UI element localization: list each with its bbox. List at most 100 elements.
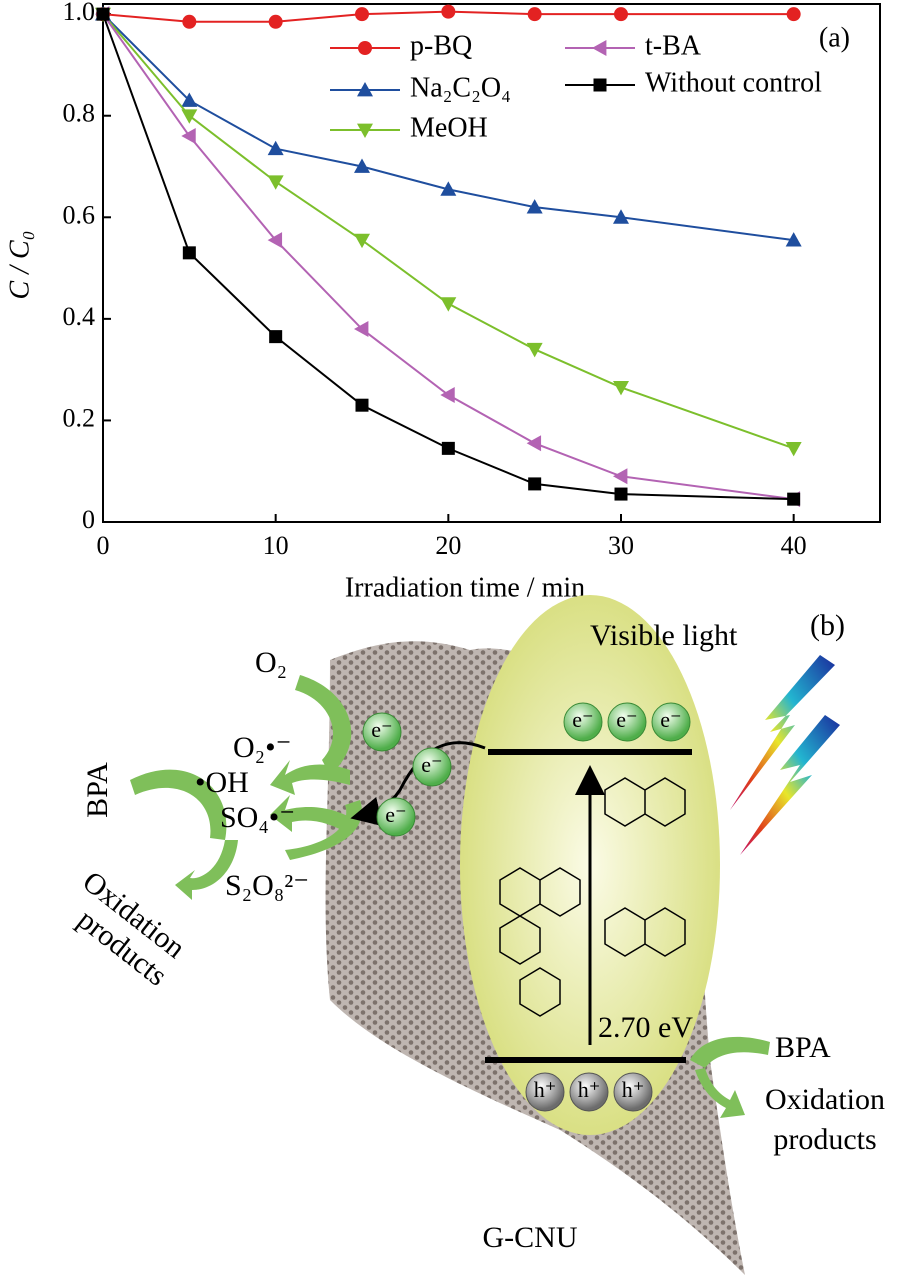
- point: [96, 7, 110, 21]
- electron-label: e⁻: [371, 717, 392, 742]
- electron: [651, 702, 691, 742]
- electron: [362, 712, 402, 752]
- point: [268, 14, 283, 29]
- point: [182, 14, 197, 29]
- point: [787, 492, 801, 506]
- hole-label: h⁺: [578, 1077, 601, 1102]
- x-tick-label: 20: [435, 531, 461, 560]
- y-tick-label: 0.2: [63, 403, 96, 432]
- species: BPA: [81, 762, 114, 818]
- electron: [563, 702, 603, 742]
- x-tick-label: 40: [781, 531, 807, 560]
- point: [614, 7, 628, 22]
- point: [181, 128, 196, 145]
- legend-label: MeOH: [410, 112, 488, 143]
- point: [785, 441, 802, 457]
- legend-label: Without control: [645, 67, 822, 98]
- x-tick-label: 10: [263, 531, 289, 560]
- point: [613, 381, 629, 396]
- point: [182, 246, 196, 260]
- point: [613, 209, 629, 224]
- hole: [613, 1072, 653, 1112]
- species: BPA: [775, 1031, 831, 1064]
- legend-label: t-BA: [645, 30, 702, 61]
- legend-marker: [593, 78, 607, 92]
- species: O₂: [255, 646, 287, 679]
- molecule: [499, 777, 686, 1017]
- species: •OH: [195, 766, 249, 799]
- electron-label: e⁻: [421, 752, 442, 777]
- point: [441, 441, 455, 455]
- point: [528, 477, 542, 491]
- point: [527, 7, 542, 22]
- point: [354, 233, 370, 249]
- y-tick-label: 1.0: [63, 0, 96, 26]
- species: O₂•⁻: [233, 731, 291, 764]
- point: [269, 330, 283, 344]
- electron-label: e⁻: [616, 707, 637, 732]
- hole: [569, 1072, 609, 1112]
- reaction-arrows: [130, 675, 770, 1118]
- light-bolt: [730, 655, 835, 810]
- point: [267, 140, 284, 156]
- panel-label: (a): [819, 22, 850, 53]
- y-tick-label: 0.4: [63, 302, 96, 331]
- species: S₂O₈²⁻: [225, 869, 309, 902]
- light-bolt: [740, 715, 840, 855]
- y-tick-label: 0: [82, 505, 95, 534]
- point: [441, 4, 456, 19]
- panel-label: (b): [810, 609, 845, 642]
- legend-marker: [592, 40, 607, 56]
- point: [440, 297, 457, 312]
- point: [786, 7, 801, 22]
- electron-label: e⁻: [660, 707, 681, 732]
- point: [526, 342, 543, 358]
- point: [355, 7, 369, 22]
- product-label: Oxidation: [765, 1083, 885, 1116]
- point: [785, 232, 802, 247]
- species: SO₄•⁻: [220, 801, 295, 834]
- y-tick-label: 0.8: [63, 99, 96, 128]
- product-label: products: [773, 1123, 876, 1156]
- electron-label: e⁻: [572, 707, 593, 732]
- legend-marker: [358, 41, 372, 55]
- point: [181, 109, 198, 124]
- point: [354, 158, 370, 173]
- x-tick-label: 0: [97, 531, 110, 560]
- plot-frame: [102, 3, 881, 523]
- hole-label: h⁺: [534, 1077, 557, 1102]
- point: [440, 181, 457, 196]
- electron: [607, 702, 647, 742]
- legend-label: Na₂C₂O₄: [410, 72, 511, 103]
- point: [614, 487, 628, 501]
- series-line: [102, 13, 794, 501]
- x-axis-title: Irradiation time / min: [345, 572, 585, 603]
- hole-label: h⁺: [622, 1077, 645, 1102]
- x-tick-label: 30: [608, 531, 634, 560]
- point: [181, 92, 198, 107]
- electron-label: e⁻: [385, 802, 406, 827]
- point: [267, 175, 284, 190]
- series-line: [102, 13, 794, 450]
- point: [267, 232, 283, 249]
- series-line: [102, 10, 794, 23]
- point: [613, 468, 628, 485]
- electron: [412, 747, 452, 787]
- point: [440, 387, 455, 404]
- y-tick-label: 0.6: [63, 200, 96, 229]
- point: [354, 321, 369, 338]
- legend-label: p-BQ: [410, 30, 472, 61]
- legend-marker: [357, 82, 373, 97]
- legend-marker: [357, 123, 373, 138]
- series-line: [102, 13, 794, 242]
- hole: [525, 1072, 565, 1112]
- point: [355, 398, 369, 412]
- point: [526, 199, 543, 214]
- label: Visible light: [590, 619, 738, 652]
- material-label: G-CNU: [483, 1221, 578, 1254]
- y-axis-title: C / C₀: [4, 231, 35, 300]
- point: [526, 435, 542, 452]
- band-gap: 2.70 eV: [598, 1011, 693, 1044]
